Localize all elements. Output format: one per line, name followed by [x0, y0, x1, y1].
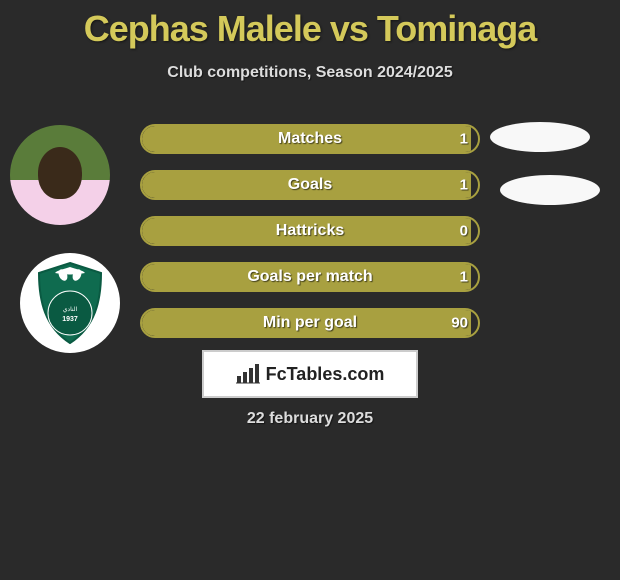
- stat-row: Goals per match 1: [140, 262, 480, 292]
- chart-icon: [236, 364, 260, 384]
- page-title: Cephas Malele vs Tominaga: [0, 0, 620, 50]
- stat-value: 1: [460, 177, 468, 194]
- ellipse-decoration: [500, 175, 600, 205]
- player-avatar-1: [10, 125, 110, 225]
- subtitle: Club competitions, Season 2024/2025: [0, 64, 620, 82]
- ellipse-decoration: [490, 122, 590, 152]
- stat-value: 90: [451, 315, 468, 332]
- stat-value: 1: [460, 131, 468, 148]
- svg-text:النادي: النادي: [63, 306, 78, 313]
- stat-value: 0: [460, 223, 468, 240]
- stat-label: Goals per match: [247, 268, 372, 286]
- stat-row: Matches 1: [140, 124, 480, 154]
- stat-label: Hattricks: [276, 222, 344, 240]
- stat-label: Goals: [288, 176, 332, 194]
- branding-badge: FcTables.com: [202, 350, 418, 398]
- stat-value: 1: [460, 269, 468, 286]
- stat-row: Goals 1: [140, 170, 480, 200]
- date-label: 22 february 2025: [0, 410, 620, 428]
- player-avatar-2: النادي 1937: [20, 253, 120, 353]
- stat-row: Hattricks 0: [140, 216, 480, 246]
- stat-row: Min per goal 90: [140, 308, 480, 338]
- branding-text: FcTables.com: [266, 364, 385, 385]
- stat-label: Min per goal: [263, 314, 357, 332]
- svg-text:1937: 1937: [62, 316, 78, 323]
- stat-rows: Matches 1 Goals 1 Hattricks 0 Goals per match 1…: [140, 124, 480, 354]
- team-shield-icon: النادي 1937: [35, 261, 105, 345]
- stat-label: Matches: [278, 130, 342, 148]
